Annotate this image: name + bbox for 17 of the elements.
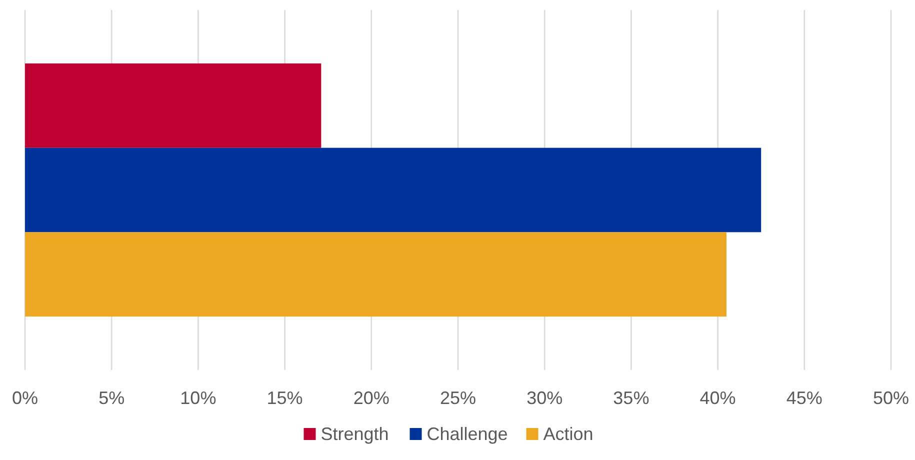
x-tick-label: 45% — [786, 388, 822, 408]
x-tick-label: 35% — [613, 388, 650, 408]
x-tick-label: 40% — [700, 388, 736, 408]
x-tick-label: 5% — [98, 388, 125, 408]
x-tick-label: 50% — [872, 388, 910, 408]
bar — [25, 148, 762, 232]
x-tick-label: 0% — [12, 388, 38, 408]
legend-label: Strength — [320, 424, 389, 444]
bar — [25, 63, 322, 148]
bar — [25, 232, 726, 317]
legend-label: Challenge — [426, 424, 508, 444]
x-tick-label: 20% — [353, 388, 390, 408]
x-tick-label: 30% — [526, 388, 563, 408]
legend-label: Action — [543, 424, 594, 444]
x-tick-label: 10% — [180, 388, 216, 408]
x-tick-label: 15% — [266, 388, 303, 408]
x-tick-label: 25% — [440, 388, 476, 408]
